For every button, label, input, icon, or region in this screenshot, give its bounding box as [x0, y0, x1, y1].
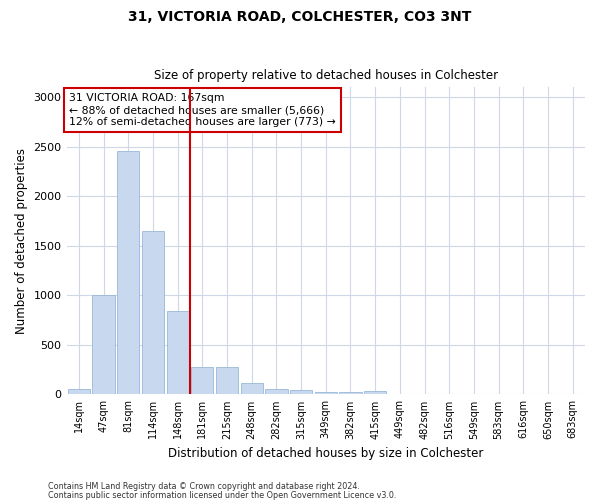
Text: Contains HM Land Registry data © Crown copyright and database right 2024.: Contains HM Land Registry data © Crown c… — [48, 482, 360, 491]
X-axis label: Distribution of detached houses by size in Colchester: Distribution of detached houses by size … — [168, 447, 484, 460]
Text: Contains public sector information licensed under the Open Government Licence v3: Contains public sector information licen… — [48, 490, 397, 500]
Bar — [68, 389, 90, 394]
Bar — [191, 366, 214, 394]
Bar — [142, 231, 164, 394]
Bar — [265, 390, 287, 394]
Bar — [92, 296, 115, 394]
Bar — [290, 390, 312, 394]
Title: Size of property relative to detached houses in Colchester: Size of property relative to detached ho… — [154, 69, 498, 82]
Bar — [216, 366, 238, 394]
Text: 31 VICTORIA ROAD: 167sqm
← 88% of detached houses are smaller (5,666)
12% of sem: 31 VICTORIA ROAD: 167sqm ← 88% of detach… — [69, 94, 336, 126]
Text: 31, VICTORIA ROAD, COLCHESTER, CO3 3NT: 31, VICTORIA ROAD, COLCHESTER, CO3 3NT — [128, 10, 472, 24]
Y-axis label: Number of detached properties: Number of detached properties — [15, 148, 28, 334]
Bar — [167, 311, 189, 394]
Bar — [364, 392, 386, 394]
Bar — [117, 150, 139, 394]
Bar — [241, 383, 263, 394]
Bar — [340, 392, 362, 394]
Bar — [314, 392, 337, 394]
